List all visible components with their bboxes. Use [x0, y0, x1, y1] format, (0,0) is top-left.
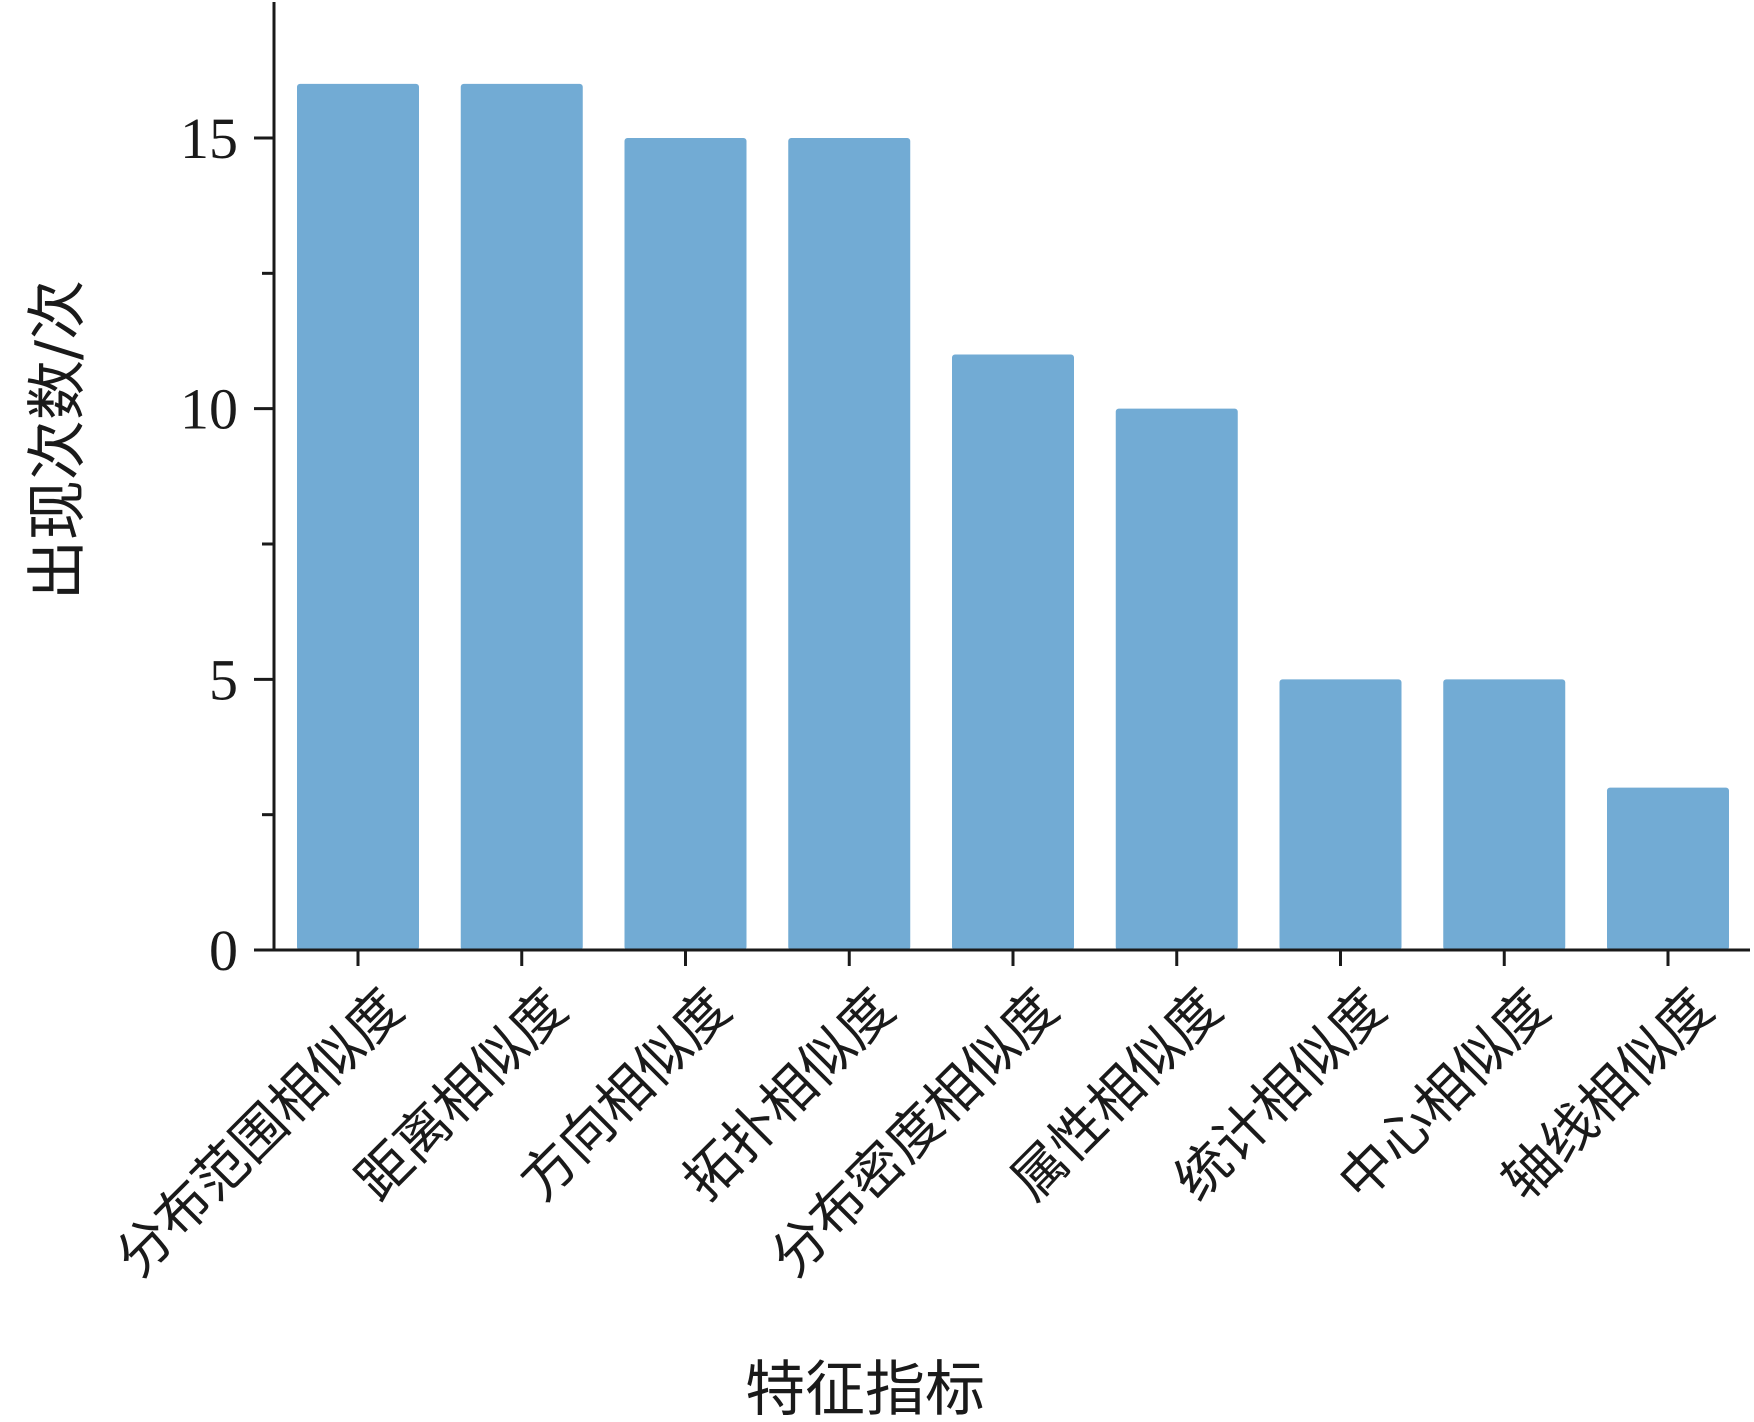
y-tick-label: 10 — [180, 377, 238, 442]
bar — [1279, 679, 1402, 950]
bar — [788, 138, 911, 950]
bar — [1115, 408, 1238, 951]
y-tick-label: 15 — [180, 106, 238, 171]
bar — [1443, 679, 1566, 950]
x-category-label: 分布范围相似度 — [104, 977, 416, 1289]
bars-group — [297, 83, 1729, 951]
bar — [952, 354, 1074, 950]
bar — [297, 83, 419, 950]
y-axis-title: 出现次数/次 — [23, 280, 93, 600]
y-ticks-group: 0 5 10 15 — [180, 106, 274, 983]
y-tick-label: 0 — [209, 918, 238, 983]
bar — [624, 138, 747, 950]
x-category-label: 分布密度相似度 — [759, 977, 1071, 1289]
category-labels-group: 分布范围相似度距离相似度方向相似度拓扑相似度分布密度相似度属性相似度统计相似度中… — [104, 977, 1726, 1289]
x-ticks-group — [356, 950, 1670, 966]
bar — [1607, 787, 1729, 950]
y-tick-label: 5 — [209, 647, 238, 712]
bar — [460, 83, 583, 950]
x-axis-title: 特征指标 — [745, 1355, 985, 1422]
